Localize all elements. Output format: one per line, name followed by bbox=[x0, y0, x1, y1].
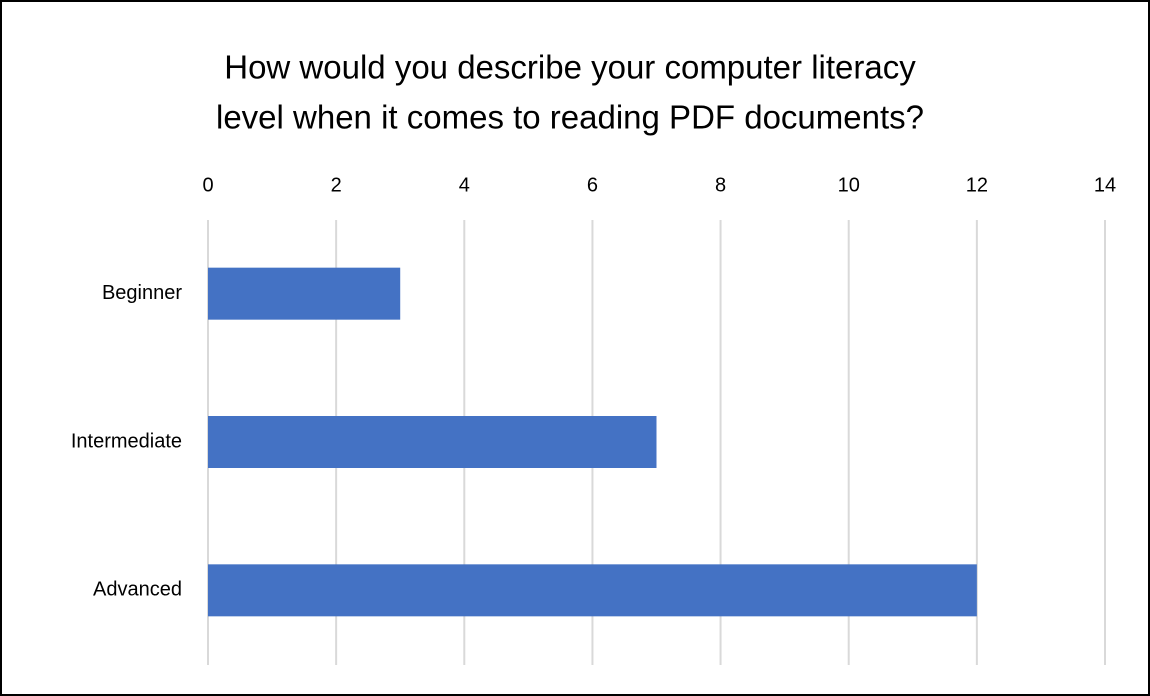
x-tick-label: 2 bbox=[331, 174, 342, 196]
y-tick-label: Advanced bbox=[93, 579, 182, 601]
x-tick-label: 6 bbox=[587, 174, 598, 196]
x-tick-label: 4 bbox=[459, 174, 470, 196]
x-tick-label: 0 bbox=[202, 174, 213, 196]
y-tick-label: Beginner bbox=[102, 282, 182, 304]
bar bbox=[208, 267, 401, 320]
x-tick-label: 8 bbox=[715, 174, 726, 196]
y-tick-label: Intermediate bbox=[71, 430, 182, 452]
x-tick-label: 10 bbox=[838, 174, 860, 196]
bar bbox=[208, 416, 657, 468]
chart-title: level when it comes to reading PDF docum… bbox=[216, 99, 924, 136]
x-tick-label: 12 bbox=[966, 174, 988, 196]
x-tick-label: 14 bbox=[1094, 174, 1116, 196]
bar bbox=[208, 564, 977, 617]
chart-title: How would you describe your computer lit… bbox=[224, 49, 916, 86]
